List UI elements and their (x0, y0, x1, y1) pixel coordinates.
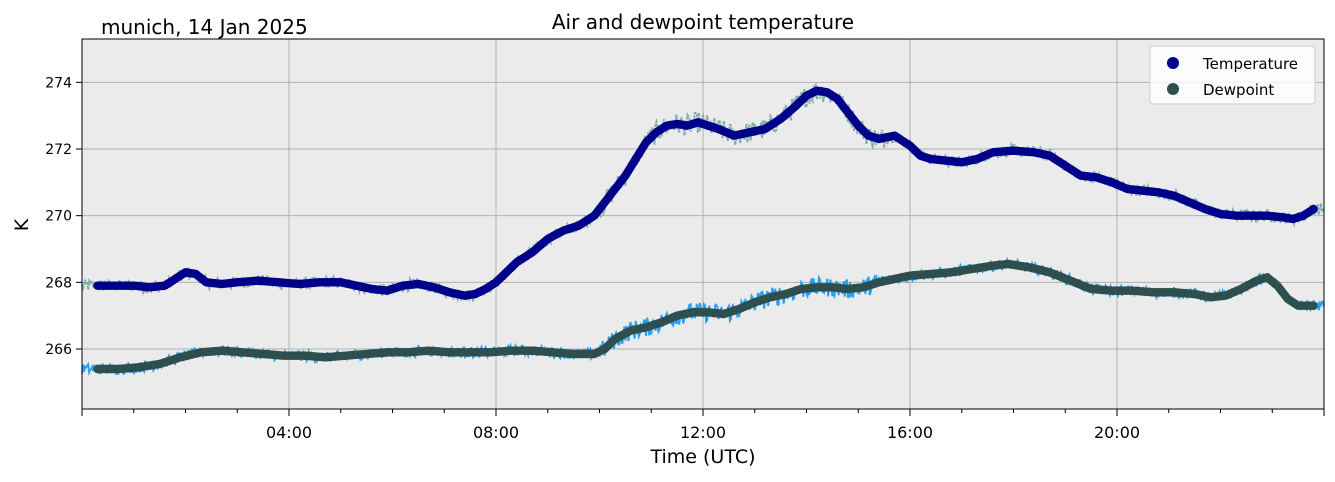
series-temperature (93, 86, 1318, 300)
grid-lines (82, 39, 1324, 409)
legend-marker-temperature (1167, 57, 1179, 69)
chart-title: Air and dewpoint temperature (552, 10, 854, 34)
x-tick-label: 12:00 (680, 423, 726, 442)
y-tick-label: 272 (45, 142, 72, 158)
x-tick-label: 04:00 (266, 423, 312, 442)
x-axis-label: Time (UTC) (649, 446, 755, 468)
y-tick-label: 274 (45, 75, 72, 91)
legend-label-temperature: Temperature (1202, 55, 1298, 73)
x-tick-label: 20:00 (1094, 423, 1140, 442)
y-tick-label: 268 (45, 275, 72, 291)
legend-box (1149, 45, 1316, 105)
legend-label-dewpoint: Dewpoint (1203, 81, 1274, 99)
point-dewpoint (1309, 301, 1318, 310)
y-axis-ticks: 266 268 270 272 274 (45, 75, 82, 358)
x-axis-ticks: 04:00 08:00 12:00 16:00 20:00 (81, 409, 1325, 442)
series-dewpoint (93, 259, 1318, 374)
x-tick-label: 08:00 (473, 423, 519, 442)
x-tick-label: 16:00 (887, 423, 933, 442)
y-tick-label: 270 (45, 209, 72, 225)
legend: Temperature Dewpoint (1149, 45, 1316, 105)
point-temperature (1309, 204, 1318, 214)
legend-marker-dewpoint (1167, 83, 1179, 95)
y-tick-label: 266 (45, 342, 72, 358)
chart-subtitle: munich, 14 Jan 2025 (101, 15, 308, 39)
series-layer (93, 86, 1318, 374)
y-axis-label: K (11, 218, 33, 231)
